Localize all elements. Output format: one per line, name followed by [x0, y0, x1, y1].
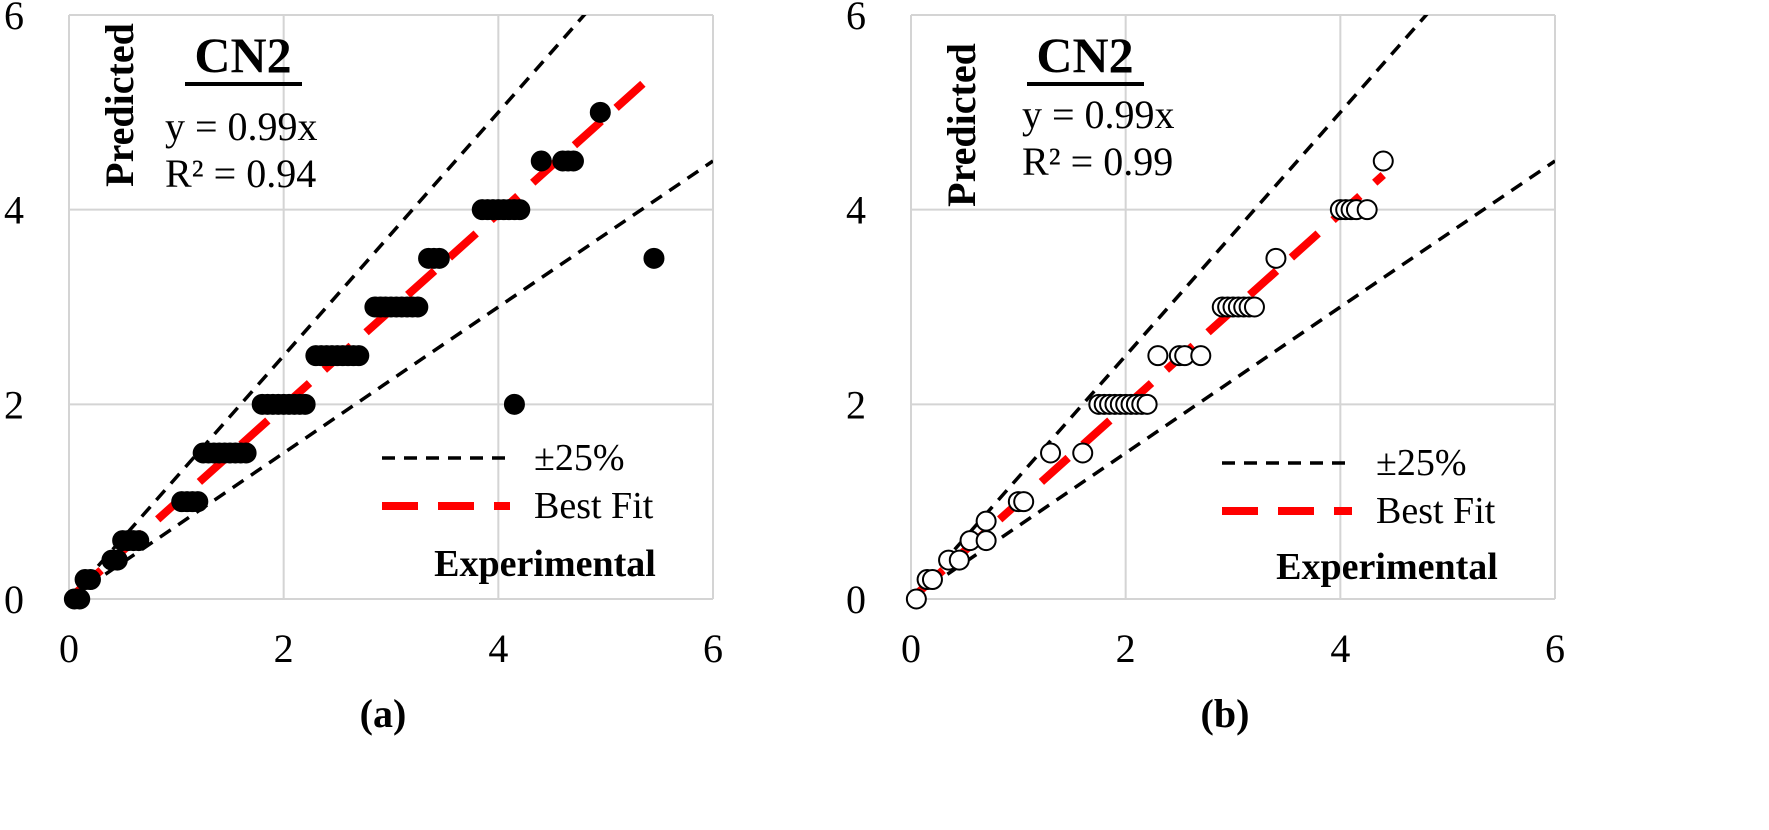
- x-tick-label: 2: [274, 626, 294, 671]
- data-point: [530, 150, 552, 172]
- y-tick-label: 2: [4, 382, 24, 427]
- y-tick-labels: 0 2 4 6: [846, 0, 866, 622]
- y-axis-label: Predicted: [939, 43, 984, 207]
- y-tick-labels: 0 2 4 6: [4, 0, 24, 622]
- best-fit-line: [913, 172, 1386, 598]
- y-tick-label: 2: [846, 382, 866, 427]
- x-tick-labels: 0 2 4 6: [59, 626, 723, 671]
- data-point: [1372, 150, 1394, 172]
- data-points: [63, 101, 665, 610]
- data-point: [509, 199, 531, 221]
- data-point: [79, 569, 101, 591]
- x-tick-label: 4: [1330, 626, 1350, 671]
- data-point: [905, 588, 927, 610]
- grid-lines: [910, 14, 1556, 600]
- chart-a-svg: 0 2 4 6 0 2 4 6 Predicted CN2 y = 0.99x R² = 0…: [4, 0, 723, 736]
- x-tick-label: 0: [59, 626, 79, 671]
- y-tick-label: 4: [4, 188, 24, 233]
- data-point: [1265, 247, 1287, 269]
- y-tick-label: 0: [846, 577, 866, 622]
- data-point: [407, 296, 429, 318]
- x-tick-label: 6: [703, 626, 723, 671]
- data-point: [1013, 491, 1035, 513]
- data-point: [1356, 199, 1378, 221]
- data-point: [503, 393, 525, 415]
- data-point: [1040, 442, 1062, 464]
- data-point: [128, 530, 150, 552]
- x-axis-label: Experimental: [434, 543, 656, 585]
- data-point: [69, 588, 91, 610]
- y-tick-label: 6: [4, 0, 24, 38]
- data-point: [348, 345, 370, 367]
- x-tick-label: 6: [1545, 626, 1565, 671]
- data-point: [975, 530, 997, 552]
- data-point: [187, 491, 209, 513]
- tolerance-line: [69, 15, 587, 599]
- data-point: [975, 510, 997, 532]
- legend-tolerance-label: ±25%: [1376, 442, 1467, 484]
- tolerance-line: [911, 159, 1555, 599]
- data-point: [948, 549, 970, 571]
- legend-best-fit-label: Best Fit: [534, 485, 654, 527]
- legend-tolerance-label: ±25%: [534, 437, 625, 479]
- y-tick-label: 6: [846, 0, 866, 38]
- y-axis-label: Predicted: [97, 23, 142, 187]
- fit-equation: y = 0.99x: [165, 104, 318, 149]
- data-points: [905, 150, 1394, 610]
- reference-lines: [69, 15, 713, 599]
- data-point: [562, 150, 584, 172]
- legend-best-fit-label: Best Fit: [1376, 490, 1496, 532]
- panel-label: (b): [1201, 691, 1250, 736]
- x-tick-label: 0: [901, 626, 921, 671]
- grid-lines: [68, 14, 714, 600]
- best-fit-segment: [913, 172, 1386, 598]
- data-point: [235, 442, 257, 464]
- tolerance-line: [911, 15, 1429, 599]
- data-point: [921, 569, 943, 591]
- data-point: [589, 101, 611, 123]
- chart-panel-a: 0 2 4 6 0 2 4 6 Predicted CN2 y = 0.99x R² = 0…: [0, 0, 884, 830]
- chart-panel-b: 0 2 4 6 0 2 4 6 Predicted CN2 y = 0.99x R² = 0…: [842, 0, 1726, 830]
- data-point: [1243, 296, 1265, 318]
- x-axis-label: Experimental: [1276, 546, 1498, 588]
- data-point: [643, 247, 665, 269]
- data-point: [1072, 442, 1094, 464]
- chart-title: CN2: [1036, 27, 1133, 83]
- data-point: [1147, 345, 1169, 367]
- tolerance-line: [69, 159, 713, 599]
- y-tick-label: 4: [846, 188, 866, 233]
- r-squared: R² = 0.99: [1022, 139, 1173, 184]
- data-point: [428, 247, 450, 269]
- x-tick-label: 4: [488, 626, 508, 671]
- data-point: [1136, 393, 1158, 415]
- reference-lines: [911, 15, 1555, 599]
- y-tick-label: 0: [4, 577, 24, 622]
- fit-equation: y = 0.99x: [1022, 92, 1175, 137]
- x-tick-label: 2: [1116, 626, 1136, 671]
- x-tick-labels: 0 2 4 6: [901, 626, 1565, 671]
- data-point: [294, 393, 316, 415]
- chart-title: CN2: [194, 27, 291, 83]
- chart-b-svg: 0 2 4 6 0 2 4 6 Predicted CN2 y = 0.99x R² = 0…: [846, 0, 1565, 736]
- data-point: [1190, 345, 1212, 367]
- r-squared: R² = 0.94: [165, 151, 316, 196]
- data-point: [106, 549, 128, 571]
- panel-label: (a): [360, 691, 407, 736]
